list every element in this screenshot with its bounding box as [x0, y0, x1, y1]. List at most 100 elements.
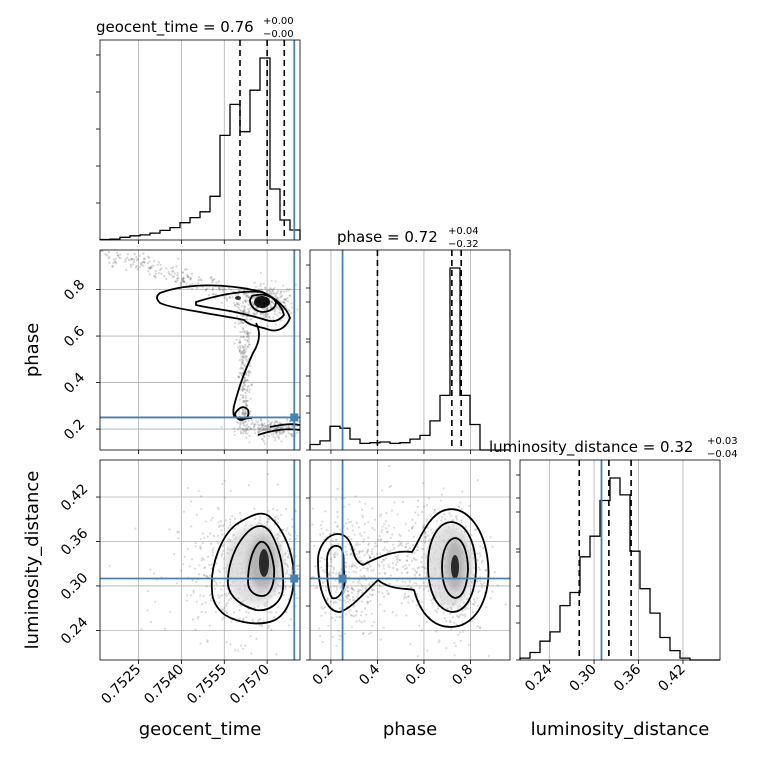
scatter-point [356, 541, 359, 544]
scatter-point [471, 611, 474, 614]
scatter-point [307, 619, 309, 621]
scatter-point [291, 425, 294, 428]
contour-edge [269, 423, 300, 428]
scatter-point [279, 292, 282, 295]
scatter-point [275, 533, 278, 536]
scatter-point [272, 435, 275, 438]
scatter-point [416, 655, 419, 658]
scatter-point [334, 539, 337, 542]
scatter-point [356, 543, 359, 547]
scatter-point [443, 617, 446, 620]
scatter-point [226, 601, 229, 604]
scatter-point [260, 430, 263, 433]
scatter-point [221, 594, 224, 597]
scatter-point [418, 574, 421, 577]
scatter-point [222, 524, 225, 527]
scatter-point [384, 520, 387, 523]
scatter-point [158, 261, 161, 264]
scatter-point [183, 268, 187, 271]
scatter-point [392, 548, 395, 551]
scatter-point [229, 643, 232, 646]
scatter-point [372, 588, 375, 591]
scatter-point [285, 425, 288, 429]
scatter-point [217, 508, 220, 511]
xtick-label: 0.8 [449, 662, 476, 689]
scatter-point [416, 567, 420, 570]
scatter-point [181, 278, 184, 281]
contour-inner [441, 537, 469, 599]
contour-inner [249, 293, 277, 313]
scatter-point [246, 385, 249, 389]
scatter-point [350, 587, 353, 590]
scatter-point [406, 554, 409, 558]
scatter-point [239, 394, 242, 397]
scatter-point [442, 487, 445, 490]
scatter-point [133, 252, 136, 256]
scatter-point [437, 607, 440, 610]
xlabel-luminosity-distance: luminosity_distance [531, 719, 710, 740]
scatter-point [278, 426, 281, 429]
scatter-point [242, 310, 245, 313]
scatter-point [244, 388, 247, 391]
scatter-point [223, 607, 226, 610]
scatter-point [303, 543, 305, 545]
scatter-point [411, 600, 414, 603]
scatter-point [248, 441, 251, 444]
scatter-point [247, 311, 250, 314]
scatter-point [136, 258, 139, 261]
scatter-point [272, 302, 275, 305]
scatter-point [270, 289, 273, 292]
scatter-point [334, 591, 338, 594]
scatter-point [239, 427, 242, 430]
scatter-point [291, 306, 294, 309]
scatter-point [245, 360, 249, 363]
scatter-point [433, 509, 436, 512]
svg-text:phase = 0.72: phase = 0.72 [337, 228, 438, 246]
scatter-point [392, 566, 395, 570]
scatter-point [370, 594, 374, 597]
scatter-point [335, 615, 338, 619]
scatter-point [242, 413, 245, 416]
scatter-point [268, 527, 271, 530]
scatter-point [163, 275, 166, 278]
scatter-point [246, 427, 249, 431]
scatter-point [176, 582, 179, 585]
scatter-point [246, 345, 249, 348]
scatter-point [409, 643, 412, 646]
scatter-point [135, 259, 139, 262]
scatter-point [197, 282, 200, 285]
scatter-point [250, 418, 253, 421]
scatter-point [263, 422, 266, 425]
scatter-point [359, 575, 362, 578]
scatter-point [244, 424, 247, 427]
scatter-point [199, 594, 202, 597]
scatter-point [473, 617, 476, 620]
scatter-point [451, 616, 454, 619]
scatter-point [270, 300, 273, 303]
scatter-point [245, 436, 248, 439]
grid-1-2 [310, 460, 510, 660]
scatter-point [307, 570, 309, 572]
scatter-point [405, 567, 408, 570]
scatter-point [245, 296, 248, 299]
scatter-point [393, 546, 396, 549]
scatter-point [242, 346, 245, 349]
scatter-point [266, 428, 269, 431]
scatter-point [244, 391, 247, 395]
scatter-point [193, 567, 197, 570]
scatter-point [373, 621, 376, 624]
scatter-point [295, 537, 298, 540]
scatter-point [223, 496, 226, 499]
scatter-point [199, 547, 202, 551]
scatter-point [237, 375, 240, 378]
scatter-point [434, 670, 436, 672]
scatter-point [248, 296, 251, 299]
scatter-point [132, 263, 135, 266]
scatter-point [455, 614, 459, 618]
scatter-point [445, 619, 448, 623]
xtick-label: 0.24 [522, 661, 555, 694]
scatter-point [449, 514, 452, 517]
scatter-point [302, 562, 304, 564]
scatter-point [241, 344, 244, 347]
scatter-point [153, 274, 156, 277]
